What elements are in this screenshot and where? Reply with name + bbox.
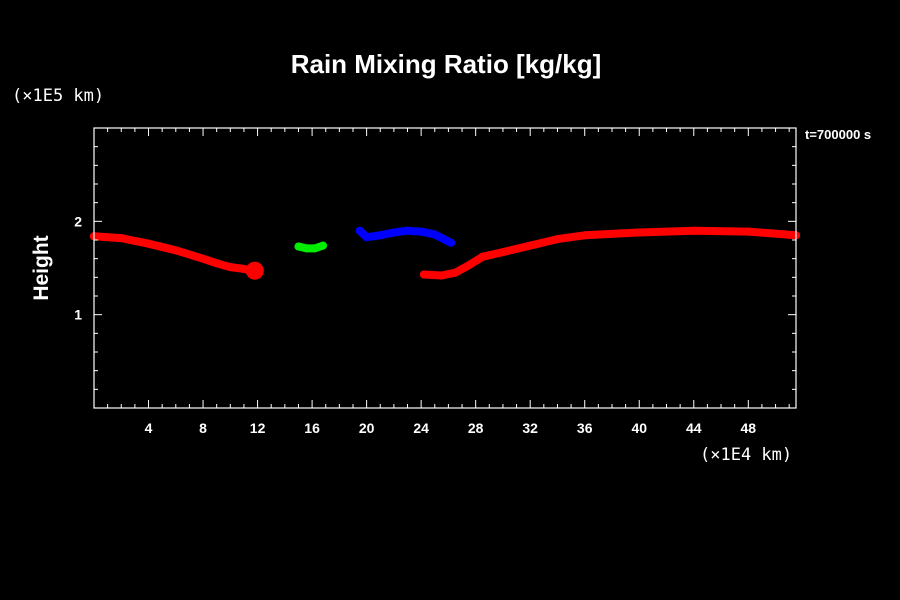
series-4-point <box>689 226 698 235</box>
series-4-point <box>498 248 507 257</box>
time-label: t=700000 s <box>805 127 871 142</box>
series-4-point <box>580 231 589 240</box>
series-3-point <box>403 226 412 235</box>
series-4-point <box>635 228 644 237</box>
series-4-point <box>553 235 562 244</box>
x-tick-label: 24 <box>413 420 429 436</box>
series-4-point <box>464 261 473 270</box>
series-1-point <box>171 246 180 255</box>
series-3-point <box>376 231 385 240</box>
series-4-point <box>744 227 753 236</box>
series-2-point <box>319 241 327 250</box>
series-line-2 <box>294 241 327 253</box>
series-2-point <box>294 242 303 251</box>
x-tick-label: 48 <box>741 420 757 436</box>
series-line-4 <box>419 226 800 280</box>
series-3-point <box>355 226 364 235</box>
series-1-point <box>144 239 153 248</box>
x-tick-label: 32 <box>522 420 538 436</box>
series-3-point <box>417 227 426 236</box>
series-1-point <box>199 254 207 263</box>
series-1-end-blob <box>245 261 264 280</box>
x-tick-label: 20 <box>359 420 375 436</box>
series-1-point <box>117 234 126 243</box>
x-tick-label: 4 <box>145 420 153 436</box>
x-tick-label: 16 <box>304 420 320 436</box>
chart-title: Rain Mixing Ratio [kg/kg] <box>291 49 602 79</box>
series-1-point <box>226 263 235 272</box>
y-unit-label: (×1E5 km) <box>12 86 104 106</box>
x-tick-label: 12 <box>250 420 266 436</box>
series-4-point <box>437 271 446 280</box>
x-tick-label: 44 <box>686 420 702 436</box>
y-axis-label: Height <box>30 235 53 300</box>
series-2-point <box>302 244 311 253</box>
y-tick-label: 1 <box>74 307 82 323</box>
y-tick-label: 2 <box>74 213 82 229</box>
series-4-point <box>419 270 428 279</box>
series-3-point <box>447 238 456 247</box>
series-3-point <box>430 230 439 239</box>
x-unit-label: (×1E4 km) <box>700 445 792 465</box>
x-tick-label: 8 <box>199 420 207 436</box>
series-3-point <box>389 228 398 237</box>
series-layer <box>90 226 800 280</box>
x-tick-label: 40 <box>631 420 647 436</box>
x-tick-label: 28 <box>468 420 484 436</box>
x-tick-label: 36 <box>577 420 593 436</box>
series-4-point <box>478 252 487 261</box>
series-2-point <box>310 244 319 253</box>
series-4-point <box>451 268 460 277</box>
series-4-point <box>526 241 535 250</box>
series-3-point <box>362 233 371 242</box>
series-1-point <box>212 259 221 268</box>
plot-frame <box>93 127 797 409</box>
